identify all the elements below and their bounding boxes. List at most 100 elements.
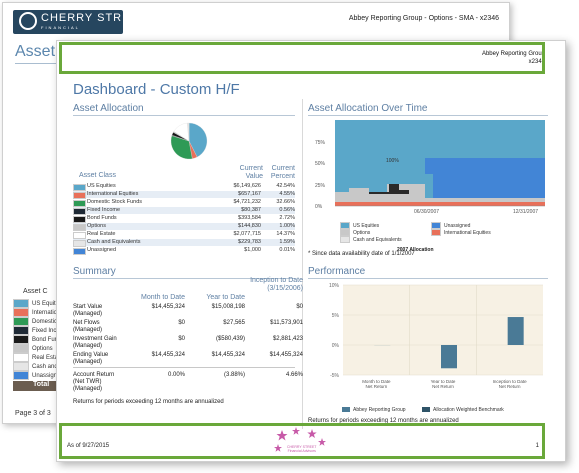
stamp-text: CHERRY STREET Financial Advisors [287, 445, 316, 453]
as-of-date: As of 9/27/2015 [67, 443, 110, 449]
allocation-area-chart [335, 120, 545, 207]
summary-row-label: Account Return (Net TWR) (Managed) [73, 372, 114, 393]
col-current-value-line2: Value [245, 173, 263, 180]
header-group-name: Abbey Reporting Group [481, 51, 545, 57]
asset-swatch [73, 240, 86, 247]
legend-label: US Equiti [32, 301, 57, 308]
legend-swatch [13, 308, 29, 317]
legend-label: Bond Fun [32, 337, 57, 344]
y-tick-label: 25% [315, 182, 326, 189]
legend-swatch [13, 362, 29, 371]
summary-cell: $11,573,901 [270, 320, 303, 326]
x-tick-label: 12/31/2007 [513, 209, 539, 215]
summary-cell: (3.88%) [223, 372, 245, 378]
back-legend-item: Real Esta [13, 353, 57, 363]
asset-class-percent: 2.72% [279, 215, 295, 221]
bond-funds-area [369, 184, 409, 194]
asset-class-value: $1,000 [244, 247, 261, 253]
summary-col-header: Year to Date [206, 294, 245, 301]
perf-bar [441, 345, 457, 369]
asset-class-name: Bond Funds [87, 215, 117, 221]
summary-row-label: Investment Gain (Managed) [73, 336, 117, 350]
back-legend-item: Domestic [13, 317, 57, 327]
summary-label-line: (Net TWR) [73, 379, 102, 385]
y-tick-label: 5% [332, 313, 340, 319]
legend-label: US Equities [353, 222, 380, 229]
asset-class-percent: 1.59% [279, 239, 295, 245]
asset-class-row: Fixed Income $80,387 0.56% [73, 207, 295, 215]
legend-label: Domestic [32, 319, 57, 326]
divider [73, 278, 295, 279]
legend-label: Internatio [32, 310, 57, 317]
summary-label-line: Investment Gain [73, 336, 117, 342]
x-tick-label: Year to Date [431, 379, 456, 384]
summary-cell: $27,565 [223, 320, 245, 326]
legend-swatch [13, 299, 29, 308]
pie-slice [188, 122, 208, 158]
logo-subtitle: FINANCIAL [41, 25, 80, 30]
summary-col-header: Inception to Date (3/15/2006) [250, 277, 303, 292]
summary-cell: $0 [296, 304, 303, 310]
summary-label-line: Net Flows [73, 320, 100, 326]
asset-class-percent: 14.37% [276, 231, 295, 237]
summary-label-line: Start Value [73, 304, 103, 310]
summary-label-line: (Managed) [73, 359, 103, 365]
logo-emblem-icon [19, 12, 37, 30]
options-area [335, 184, 545, 206]
report-header: Abbey Reporting Group x2346 [482, 50, 545, 66]
back-legend-item: Unassign [13, 371, 57, 381]
legend-swatch [13, 326, 29, 335]
summary-row-label: Ending Value (Managed) [73, 352, 108, 366]
back-legend-item: Fixed Inc [13, 326, 57, 336]
legend-swatch [340, 236, 350, 243]
asset-swatch [73, 224, 86, 231]
summary-row-label: Net Flows (Managed) [73, 320, 102, 334]
summary-label-line: (Managed) [73, 343, 103, 349]
summary-row-label: Start Value (Managed) [73, 304, 102, 318]
asset-class-name: Cash and Equivalents [87, 239, 141, 245]
asset-class-percent: 0.01% [279, 247, 295, 253]
perf-legend-benchmark: Allocation Weighted Benchmark [422, 407, 504, 413]
asset-class-value: $393,584 [238, 215, 261, 221]
company-stamp-logo [274, 427, 326, 452]
summary-cell: 4.66% [285, 372, 303, 378]
legend-label: Options [353, 229, 371, 236]
pie-slice [170, 135, 193, 160]
asset-allocation-pie-chart [170, 122, 208, 160]
highlight-footer-box [59, 423, 545, 459]
col-current-percent-line2: Percent [270, 173, 295, 180]
back-legend-item: Options [13, 344, 57, 354]
y-tick-100: 100% [386, 158, 399, 164]
summary-cell: $0 [178, 336, 185, 342]
asset-class-percent: 42.54% [276, 183, 295, 189]
back-legend-item: Bond Fun [13, 335, 57, 345]
asset-swatch [73, 208, 86, 215]
y-tick-label: 10% [329, 283, 340, 289]
legend-swatch [13, 371, 29, 380]
back-legend-item: Cash and [13, 362, 57, 372]
highlight-header-box [59, 42, 545, 74]
y-tick-label: 75% [315, 139, 326, 146]
front-report-page: Abbey Reporting Group x2346 Dashboard - … [56, 40, 566, 462]
legend-label: Unassigned [444, 222, 471, 229]
area-legend-item: International Equities [431, 229, 491, 236]
divider [308, 278, 548, 279]
asset-class-percent: 4.55% [279, 191, 295, 197]
header-account: x2346 [528, 59, 545, 65]
summary-title: Summary [73, 266, 116, 277]
asset-class-name: International Equities [87, 191, 139, 197]
asset-swatch [73, 200, 86, 207]
summary-label-line: (Managed) [73, 311, 103, 317]
area-legend-item: Options [340, 229, 370, 236]
summary-cell: $14,455,324 [151, 304, 185, 310]
col-current-value: Current Value [217, 165, 263, 181]
summary-label-line: (Managed) [73, 327, 103, 333]
asset-class-row: Domestic Stock Funds $4,721,232 32.66% [73, 199, 295, 207]
asset-class-value: $144,830 [238, 223, 261, 229]
asset-class-value: $657,167 [238, 191, 261, 197]
x-tick-label: Net Return [499, 384, 521, 389]
summary-cell: $14,455,324 [151, 352, 185, 358]
unassigned-area [425, 158, 545, 206]
x-tick-label: Net Return [432, 384, 454, 389]
legend-swatch [431, 222, 441, 229]
